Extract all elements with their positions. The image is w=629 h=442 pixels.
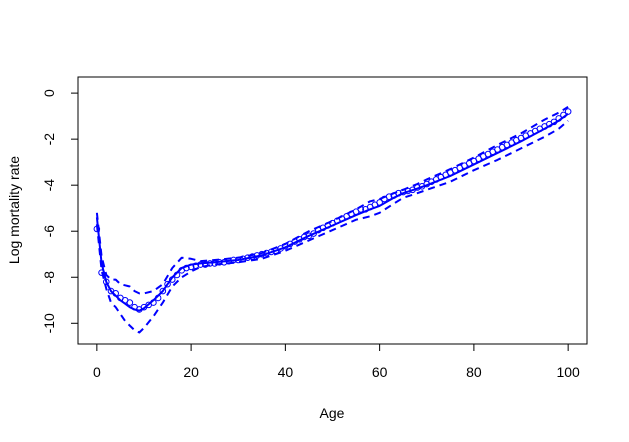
x-tick-label: 40 [278,364,294,380]
data-point [164,280,171,288]
y-axis: 0 -2 -4 -6 -8 -10 [41,89,79,333]
y-tick-label: 0 [41,89,57,97]
x-tick-label: 100 [556,364,580,380]
fitted-curve [95,112,569,312]
x-tick-label: 0 [93,364,101,380]
x-axis-label: Age [320,405,345,421]
plot-frame [77,76,588,345]
y-axis-label: Log mortality rate [6,156,22,264]
y-tick-label: -4 [41,179,57,192]
x-tick-label: 60 [372,364,388,380]
x-axis: 0 20 40 60 80 100 [93,343,580,380]
y-tick-label: -8 [41,271,57,284]
data-point [159,287,167,295]
series-layer [93,106,572,334]
x-tick-label: 20 [183,364,199,380]
data-point [201,261,209,268]
y-tick-label: -6 [41,225,57,238]
confidence-band-line [95,106,569,295]
data-point [564,108,572,115]
y-tick-label: -10 [41,313,57,333]
data-point [126,299,134,306]
x-tick-label: 80 [466,364,482,380]
y-tick-label: -2 [41,133,57,146]
